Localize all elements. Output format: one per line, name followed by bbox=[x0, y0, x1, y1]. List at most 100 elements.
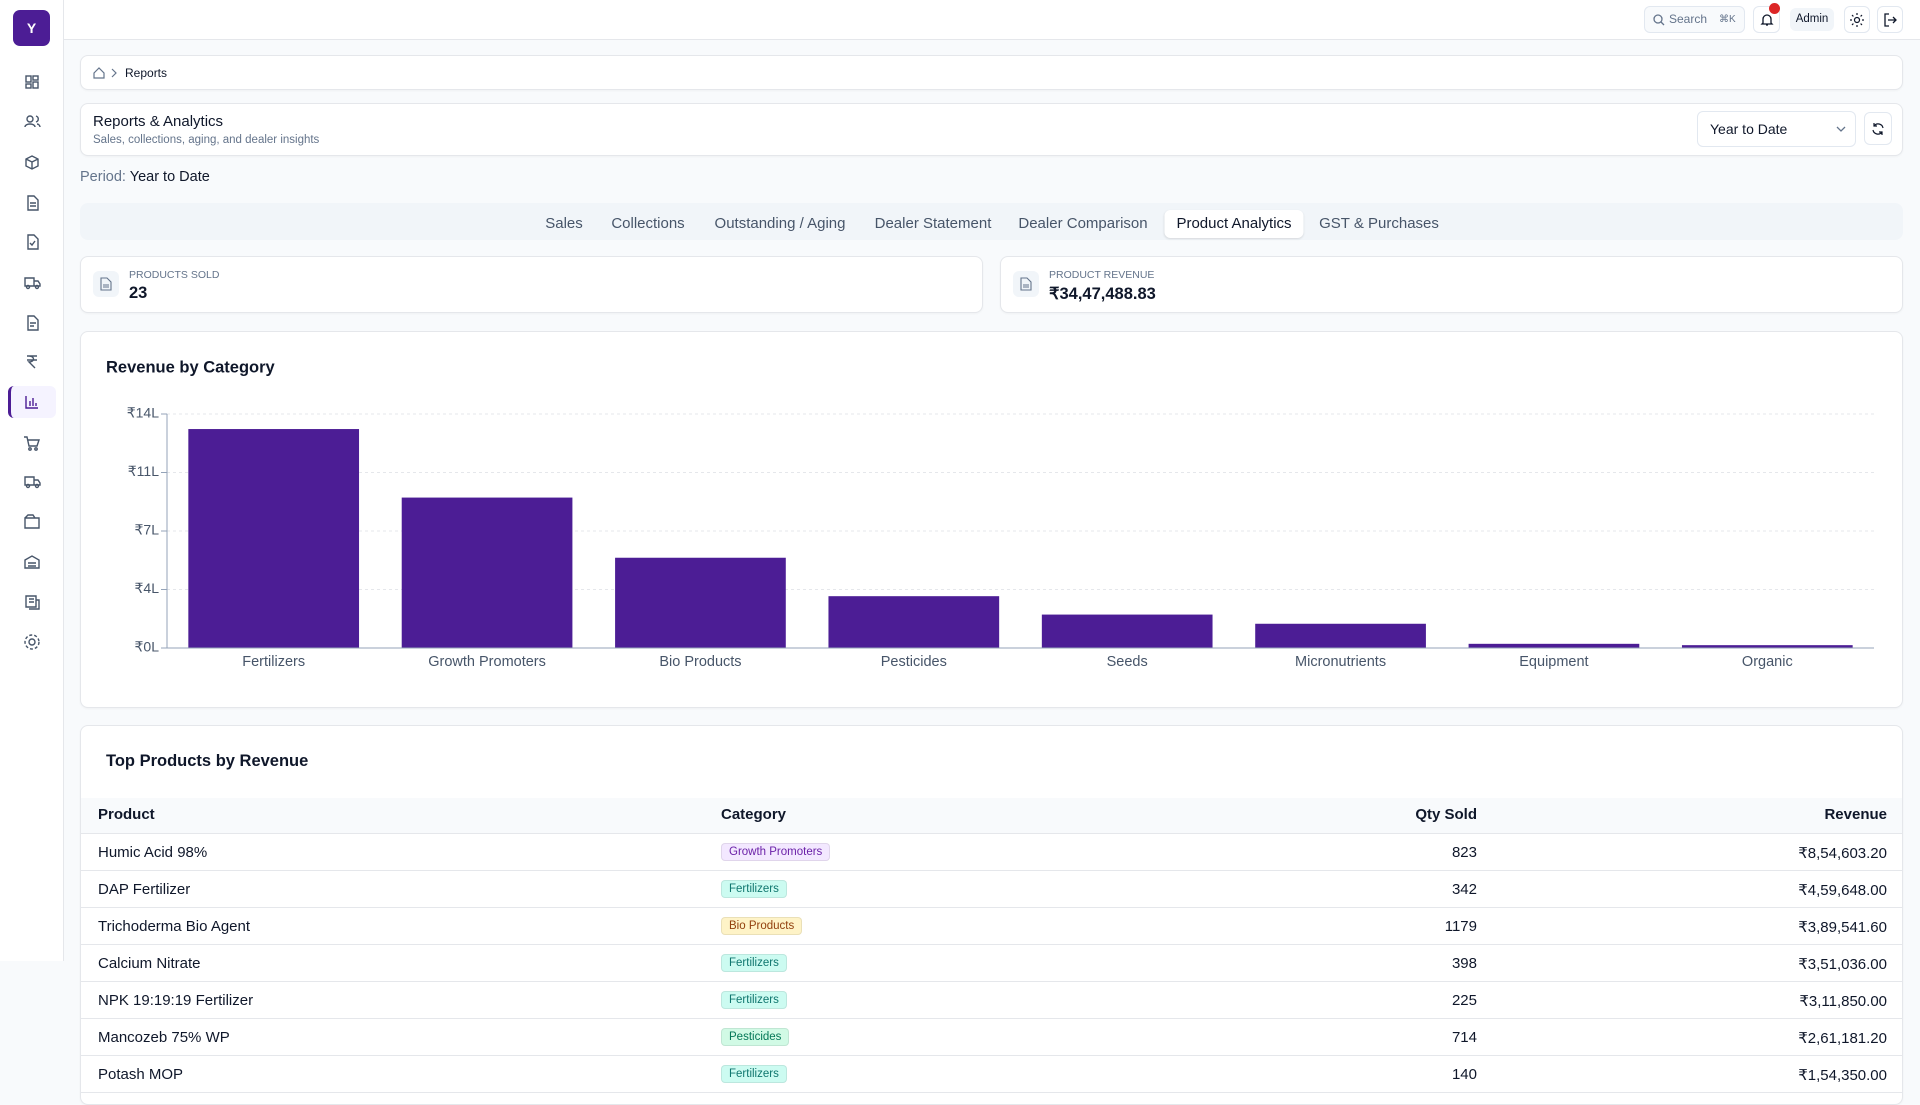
stat-label: PRODUCT REVENUE bbox=[1049, 269, 1155, 281]
tab[interactable]: Product Analytics bbox=[1164, 210, 1304, 238]
qty-cell: 714 bbox=[1451, 1029, 1477, 1046]
y-tick-label: ₹14L bbox=[127, 405, 159, 421]
nav-documents[interactable] bbox=[27, 315, 39, 331]
revenue-cell: ₹1,54,350.00 bbox=[1798, 1067, 1887, 1084]
row-divider bbox=[81, 1018, 1902, 1019]
bar bbox=[401, 497, 573, 648]
sun-icon bbox=[1850, 13, 1864, 27]
qty-cell: 398 bbox=[1451, 955, 1477, 972]
bar bbox=[615, 557, 786, 648]
stat-label: PRODUCTS SOLD bbox=[129, 269, 220, 281]
nav-icons bbox=[24, 75, 41, 650]
qty-cell: 225 bbox=[1451, 992, 1477, 1009]
search-icon bbox=[1653, 14, 1665, 26]
dropdown-icon bbox=[1836, 126, 1846, 132]
period: Period: Year to Date bbox=[80, 169, 210, 185]
x-tick-label: Bio Products bbox=[659, 654, 741, 670]
nav-products[interactable] bbox=[25, 155, 39, 170]
row-divider bbox=[81, 907, 1902, 908]
tab[interactable]: Dealer Statement bbox=[874, 215, 992, 232]
tab[interactable]: GST & Purchases bbox=[1319, 215, 1439, 232]
active-nav bbox=[8, 386, 56, 418]
y-tick-label: ₹7L bbox=[135, 522, 160, 538]
qty-cell: 823 bbox=[1451, 844, 1477, 861]
category-badge: Fertilizers bbox=[721, 991, 787, 1009]
chevron bbox=[111, 68, 117, 78]
qty-cell: 140 bbox=[1451, 1066, 1477, 1083]
breadcrumb-current: Reports bbox=[125, 66, 168, 80]
nav-reports[interactable] bbox=[25, 396, 38, 409]
nav-users[interactable] bbox=[24, 115, 41, 128]
stat-value: 23 bbox=[129, 284, 148, 302]
nav-settings[interactable] bbox=[24, 634, 40, 650]
sidebar: Y bbox=[0, 0, 64, 961]
product-cell: NPK 19:19:19 Fertilizer bbox=[98, 992, 254, 1009]
search-shortcut: ⌘K bbox=[1719, 14, 1736, 25]
x-tick-label: Pesticides bbox=[881, 654, 947, 670]
period-value: Year to Date bbox=[129, 169, 210, 185]
row-divider bbox=[81, 981, 1902, 982]
nav-payments[interactable] bbox=[27, 355, 37, 369]
column-header: Category bbox=[721, 806, 787, 823]
range-select[interactable]: Year to Date bbox=[1697, 111, 1856, 147]
x-tick-label: Organic bbox=[1742, 654, 1793, 670]
nav-dashboard[interactable] bbox=[25, 75, 39, 89]
category-badge: Growth Promoters bbox=[721, 843, 831, 861]
user-menu[interactable]: Admin bbox=[1790, 8, 1834, 31]
product-cell: Mancozeb 75% WP bbox=[98, 1029, 230, 1046]
notifications[interactable] bbox=[1753, 3, 1780, 33]
top-bar: Search ⌘K Admin bbox=[64, 0, 1920, 40]
chart-title: Revenue by Category bbox=[106, 358, 276, 376]
nav-cart[interactable] bbox=[24, 436, 40, 451]
period-label: Period: bbox=[80, 169, 126, 185]
nav-invoices[interactable] bbox=[27, 195, 39, 211]
stat-card: PRODUCT REVENUE ₹34,47,488.83 bbox=[1000, 256, 1903, 313]
row-divider bbox=[81, 944, 1902, 945]
nav-ledger[interactable] bbox=[25, 595, 40, 610]
nav-delivery[interactable] bbox=[24, 277, 41, 290]
revenue-cell: ₹2,61,181.20 bbox=[1798, 1030, 1887, 1047]
revenue-cell: ₹3,51,036.00 bbox=[1798, 956, 1887, 973]
logo[interactable]: Y bbox=[13, 10, 50, 46]
y-tick-label: ₹11L bbox=[128, 463, 159, 479]
nav-orders[interactable] bbox=[27, 234, 39, 250]
search-box[interactable]: Search ⌘K bbox=[1644, 6, 1745, 33]
column-header: Product bbox=[98, 806, 155, 823]
row-divider bbox=[81, 1092, 1902, 1093]
x-tick-label: Equipment bbox=[1519, 654, 1588, 670]
x-tick-label: Micronutrients bbox=[1295, 654, 1386, 670]
product-cell: Calcium Nitrate bbox=[98, 955, 201, 972]
bar bbox=[1255, 623, 1426, 648]
tab[interactable]: Sales bbox=[545, 215, 583, 232]
theme-toggle[interactable] bbox=[1844, 6, 1870, 33]
chart: Revenue by Category ₹0L ₹4L ₹7L ₹11L ₹14L Fer… bbox=[106, 358, 1874, 670]
category-badge: Fertilizers bbox=[721, 954, 787, 972]
product-cell: DAP Fertilizer bbox=[98, 881, 191, 898]
nav-warehouse[interactable] bbox=[24, 555, 40, 569]
nav-inventory[interactable] bbox=[24, 514, 40, 529]
table-card: Top Products by Revenue Product Category Q… bbox=[80, 725, 1903, 1105]
x-tick-label: Fertilizers bbox=[242, 654, 305, 670]
revenue-cell: ₹3,89,541.60 bbox=[1798, 919, 1887, 936]
page-subtitle: Sales, collections, aging, and dealer in… bbox=[93, 134, 320, 146]
home-icon[interactable] bbox=[93, 67, 105, 79]
refresh-button[interactable] bbox=[1864, 112, 1892, 145]
page-title: Reports & Analytics bbox=[93, 113, 224, 130]
stat-card: PRODUCTS SOLD 23 bbox=[80, 256, 983, 313]
tabs: Sales Collections Outstanding / Aging Deale… bbox=[80, 203, 1903, 240]
tab[interactable]: Dealer Comparison bbox=[1018, 215, 1148, 232]
product-cell: Trichoderma Bio Agent bbox=[98, 918, 251, 935]
logout[interactable] bbox=[1877, 6, 1903, 33]
table-header bbox=[81, 798, 1902, 834]
tab[interactable]: Collections bbox=[611, 215, 685, 232]
category-badge: Bio Products bbox=[721, 917, 803, 935]
notification-dot bbox=[1769, 3, 1780, 14]
tab[interactable]: Outstanding / Aging bbox=[714, 215, 846, 232]
qty-cell: 342 bbox=[1451, 881, 1477, 898]
product-cell: Potash MOP bbox=[98, 1066, 184, 1083]
revenue-cell: ₹3,11,850.00 bbox=[1799, 993, 1887, 1010]
nav-shipping[interactable] bbox=[24, 476, 41, 489]
bar bbox=[1041, 614, 1213, 648]
column-header: Revenue bbox=[1824, 806, 1887, 823]
chart-card: Revenue by Category ₹0L ₹4L ₹7L ₹11L ₹14L Fer… bbox=[80, 331, 1903, 708]
